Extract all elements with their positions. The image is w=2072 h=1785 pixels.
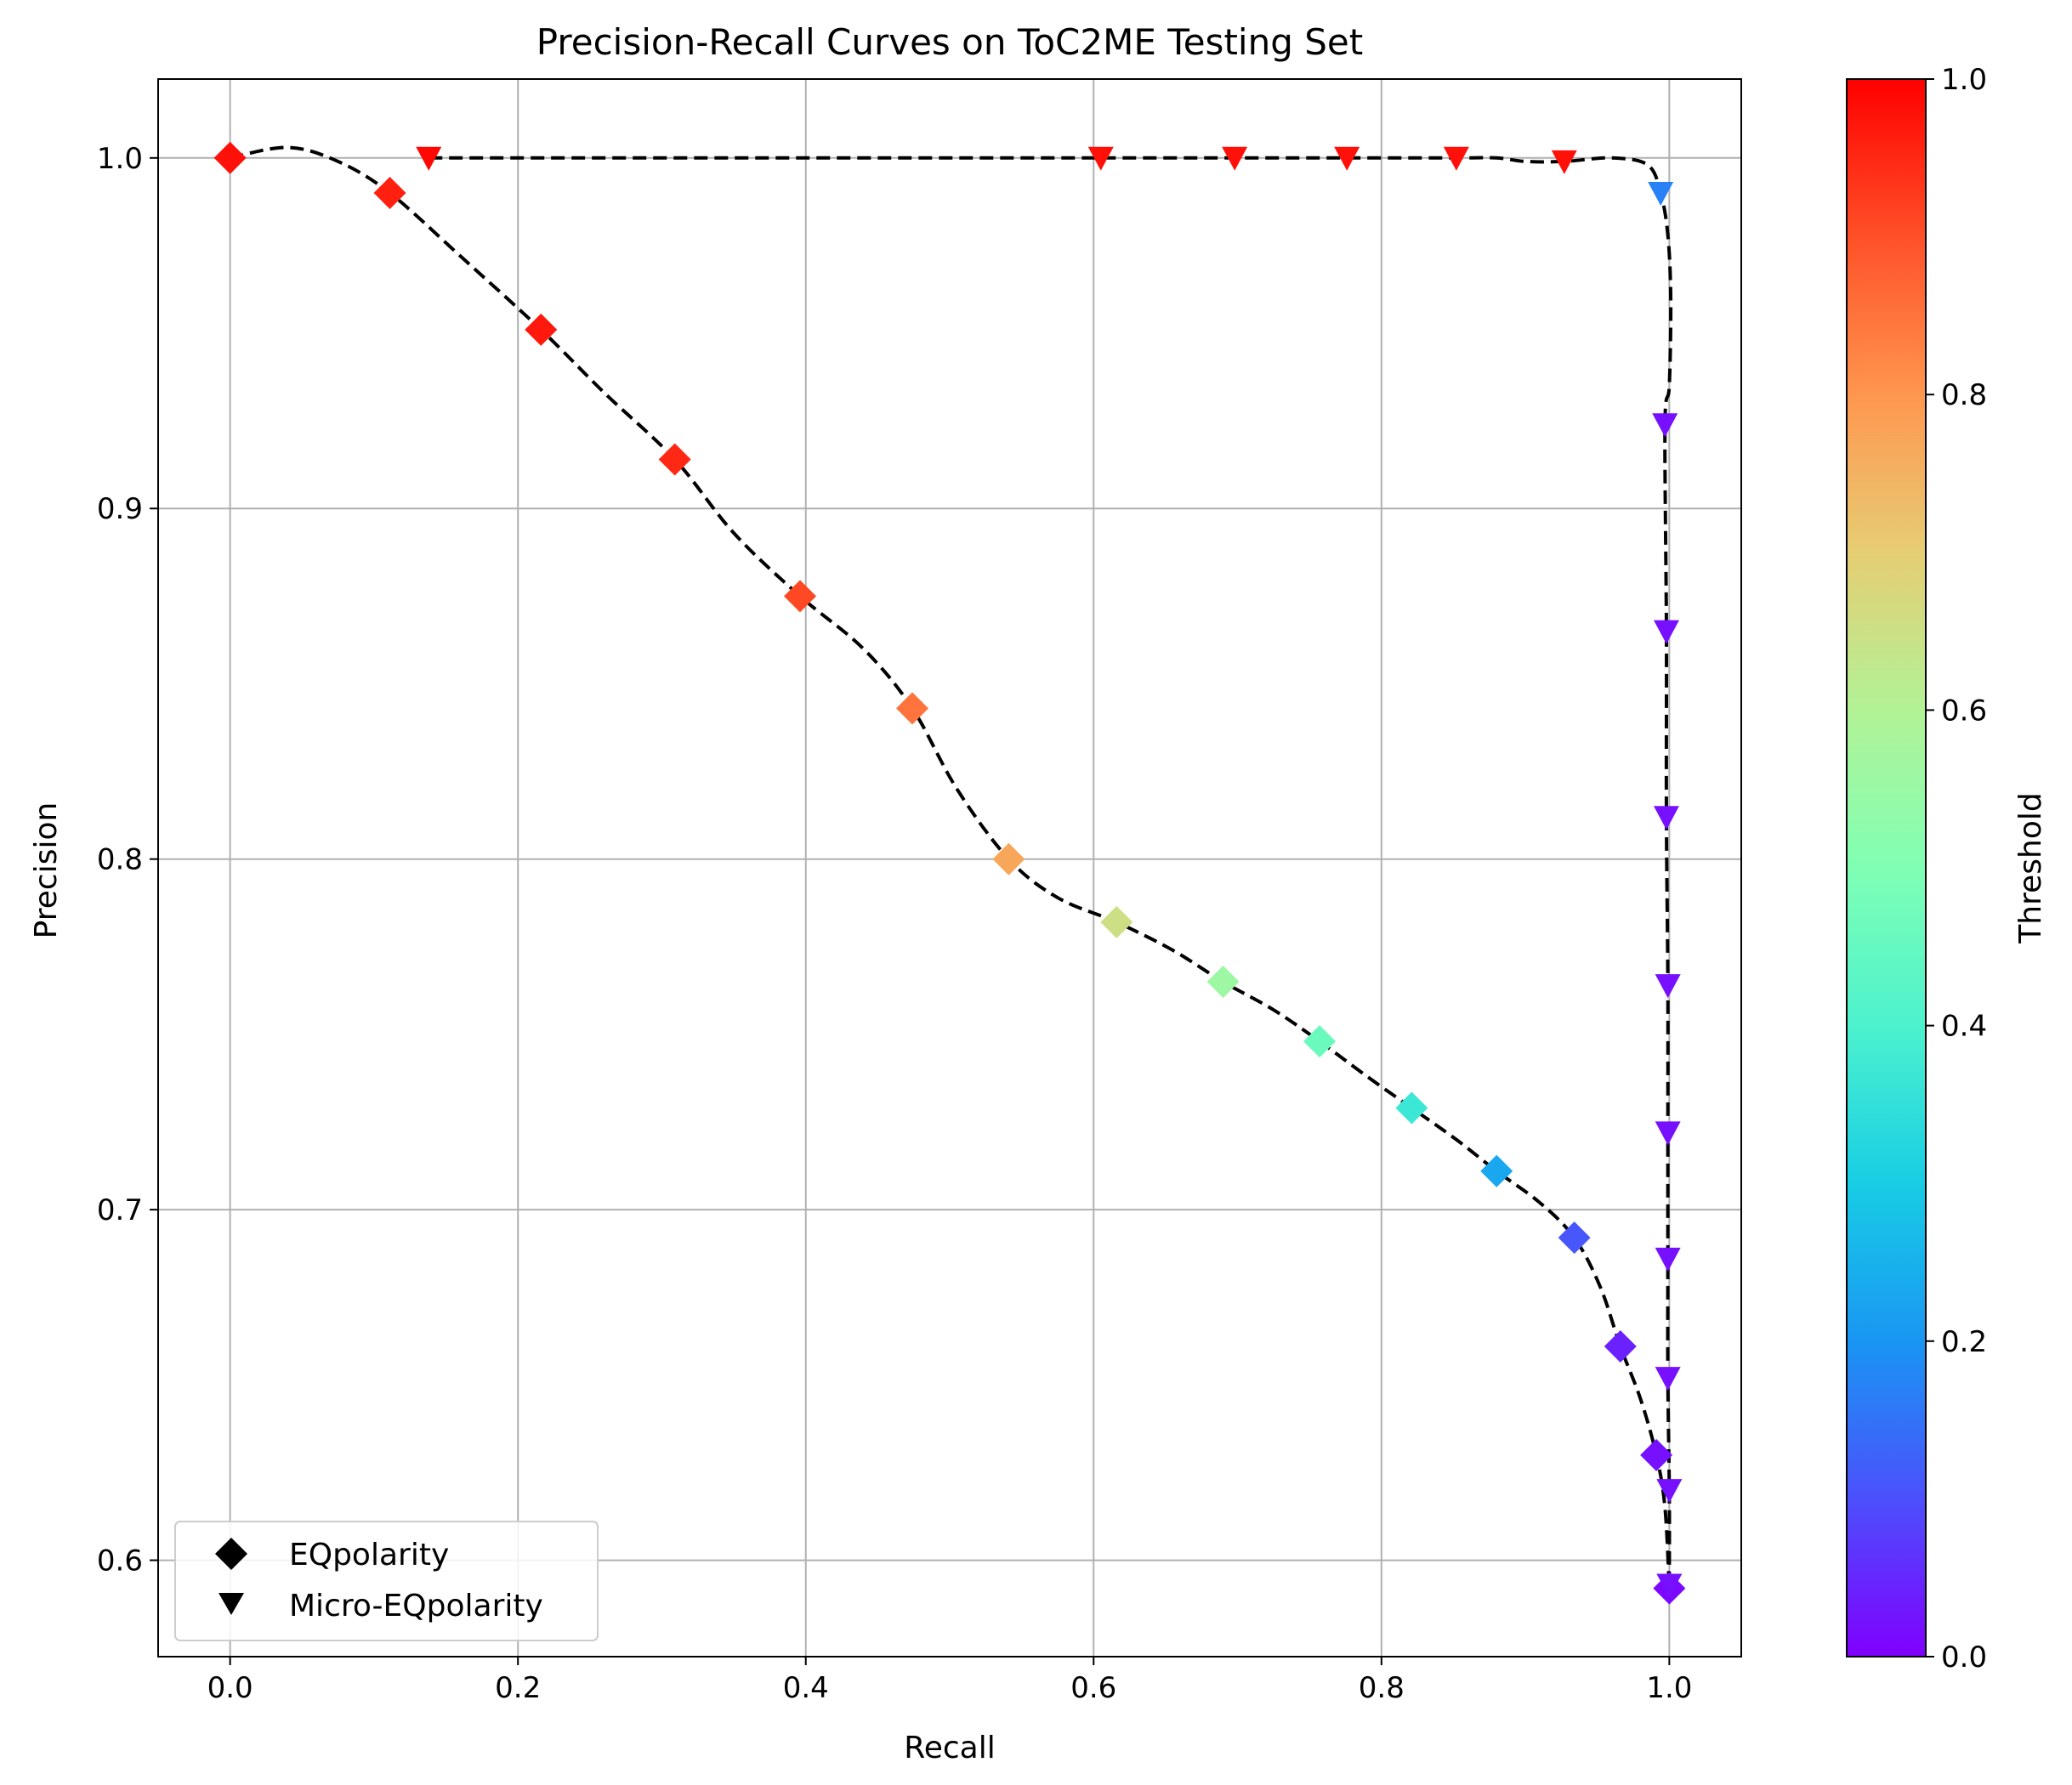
eqpolarity-point (1640, 1438, 1673, 1471)
micro-eqpolarity-point (1443, 146, 1469, 171)
eqpolarity-point (373, 177, 406, 210)
legend-diamond-icon (215, 1538, 247, 1570)
markers (213, 141, 1686, 1605)
x-tick-label: 1.0 (1646, 1671, 1692, 1705)
eqpolarity-point (1558, 1221, 1591, 1255)
eqpolarity-point (525, 313, 558, 346)
colorbar-tick-label: 0.2 (1941, 1325, 1987, 1359)
x-tick-label: 0.2 (495, 1671, 541, 1705)
x-axis-label: Recall (904, 1731, 995, 1765)
eqpolarity-point (213, 141, 247, 174)
micro-eqpolarity-point (1655, 974, 1681, 999)
micro-eqpolarity-point (1656, 1573, 1683, 1598)
eqpolarity-point (658, 443, 691, 476)
y-tick-label: 1.0 (97, 142, 143, 176)
legend-box (174, 1521, 599, 1641)
micro-eqpolarity-point (1334, 146, 1360, 171)
micro-eqpolarity-point (1656, 1479, 1683, 1504)
y-tick-label: 0.7 (97, 1193, 143, 1227)
eqpolarity-point (1100, 905, 1133, 938)
y-tick-label: 0.6 (97, 1544, 143, 1578)
x-tick-label: 0.4 (783, 1671, 829, 1705)
x-tick-label: 0.0 (207, 1671, 253, 1705)
chart-title: Precision-Recall Curves on ToC2ME Testin… (536, 21, 1363, 63)
eqpolarity-point (1604, 1329, 1637, 1363)
eqpolarity-point (1395, 1091, 1428, 1125)
y-tick-label: 0.9 (97, 492, 143, 526)
micro-eqpolarity-point (416, 146, 442, 171)
legend-triangle-down-icon (219, 1593, 244, 1615)
legend-label-eqpolarity: EQpolarity (289, 1538, 449, 1572)
colorbar-tick-label: 0.6 (1941, 694, 1987, 728)
x-axis: 0.0 0.2 0.4 0.6 0.8 1.0 (207, 1657, 1692, 1705)
micro-eqpolarity-point (1653, 620, 1679, 644)
micro-eqpolarity-point (1222, 146, 1248, 171)
eqpolarity-point (1206, 966, 1240, 999)
colorbar-tick-label: 1.0 (1941, 63, 1987, 97)
legend: EQpolarity Micro-EQpolarity (174, 1521, 599, 1641)
y-tick-label: 0.8 (97, 843, 143, 877)
colorbar-tick-label: 0.4 (1941, 1010, 1987, 1044)
pr-curve-line-2 (429, 156, 1673, 1585)
legend-label-micro-eqpolarity: Micro-EQpolarity (289, 1589, 543, 1624)
micro-eqpolarity-point (1087, 146, 1114, 171)
y-axis: 0.6 0.7 0.8 0.9 1.0 (97, 142, 158, 1578)
eqpolarity-point (895, 692, 928, 725)
x-tick-label: 0.6 (1070, 1671, 1116, 1705)
colorbar-ticks: 0.0 0.2 0.4 0.6 0.8 1.0 (1926, 63, 1987, 1674)
micro-eqpolarity-point (1655, 1121, 1681, 1146)
eqpolarity-point (1303, 1025, 1337, 1058)
micro-eqpolarity-point (1655, 1247, 1681, 1272)
y-axis-label: Precision (29, 802, 64, 939)
micro-eqpolarity-point (1652, 413, 1678, 438)
eqpolarity-point (1480, 1154, 1513, 1187)
colorbar-tick-label: 0.8 (1941, 378, 1987, 412)
colorbar: 0.0 0.2 0.4 0.6 0.8 1.0 Threshold (1846, 63, 2048, 1674)
x-tick-label: 0.8 (1359, 1671, 1405, 1705)
pr-curve-line-1 (230, 145, 1672, 1589)
micro-eqpolarity-point (1551, 150, 1577, 174)
colorbar-label: Threshold (2013, 792, 2048, 944)
plot-frame (157, 78, 1742, 1658)
eqpolarity-point (992, 842, 1025, 876)
micro-eqpolarity-point (1655, 1367, 1681, 1391)
grid (158, 79, 1741, 1657)
curves (230, 145, 1673, 1589)
micro-eqpolarity-point (1648, 182, 1674, 207)
eqpolarity-point (783, 580, 816, 613)
micro-eqpolarity-point (1653, 806, 1679, 830)
colorbar-gradient (1846, 78, 1927, 1658)
colorbar-tick-label: 0.0 (1941, 1640, 1987, 1674)
